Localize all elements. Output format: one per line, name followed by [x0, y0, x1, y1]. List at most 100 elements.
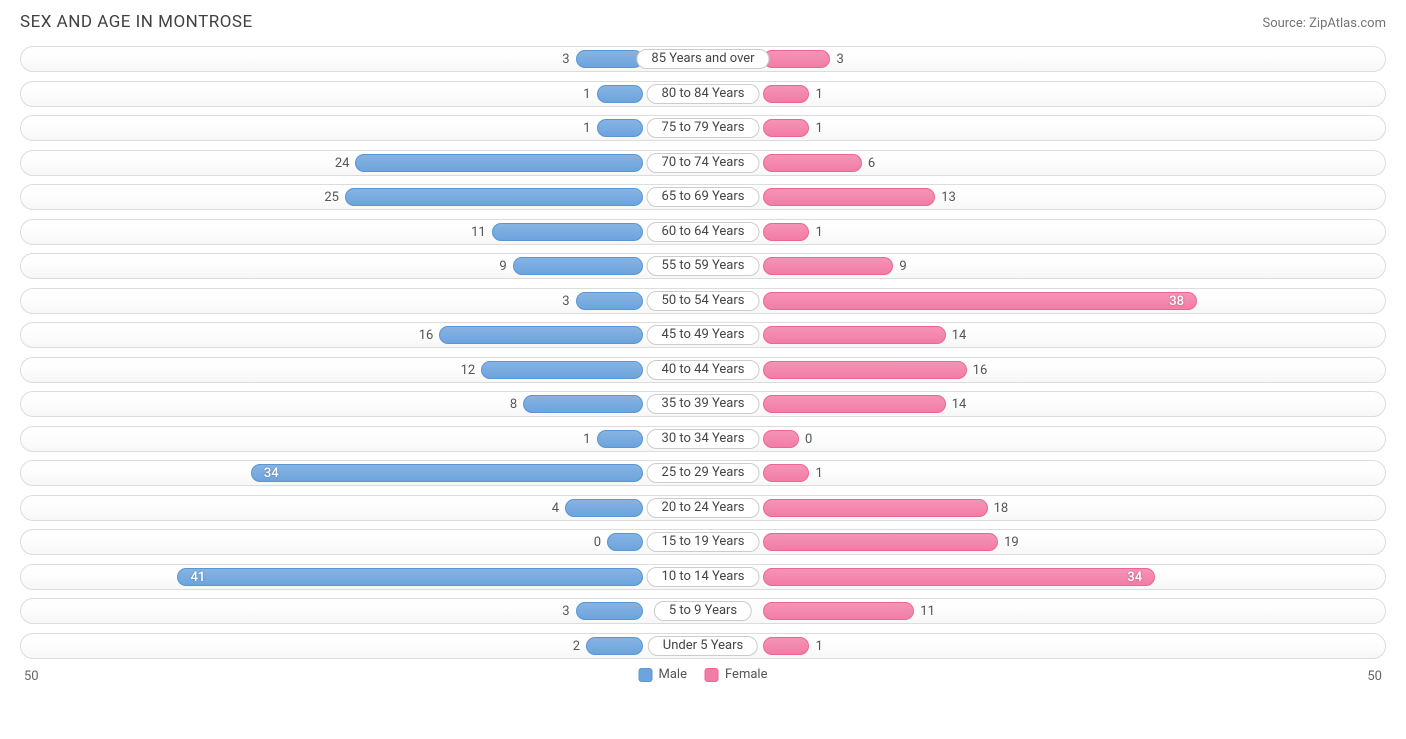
female-bar — [763, 568, 1155, 586]
female-bar — [763, 326, 946, 344]
male-value: 0 — [594, 530, 601, 556]
age-group-label: 35 to 39 Years — [647, 394, 760, 414]
chart-row: 1 1 80 to 84 Years — [20, 81, 1386, 107]
male-bar — [177, 568, 643, 586]
chart-row: 41 34 10 to 14 Years — [20, 564, 1386, 590]
female-bar — [763, 637, 809, 655]
male-bar — [597, 430, 643, 448]
legend-male: Male — [639, 667, 687, 682]
chart-source: Source: ZipAtlas.com — [1262, 16, 1386, 31]
age-group-label: 70 to 74 Years — [647, 153, 760, 173]
legend-female: Female — [705, 667, 767, 682]
chart-row: 9 9 55 to 59 Years — [20, 253, 1386, 279]
female-bar — [763, 361, 967, 379]
age-group-label: 20 to 24 Years — [647, 498, 760, 518]
male-bar — [597, 85, 643, 103]
female-swatch-icon — [705, 668, 719, 682]
male-bar — [597, 119, 643, 137]
legend-male-label: Male — [659, 667, 687, 682]
age-group-label: 60 to 64 Years — [647, 222, 760, 242]
female-bar — [763, 50, 830, 68]
female-value: 38 — [1169, 289, 1184, 315]
legend-female-label: Female — [725, 667, 767, 682]
male-bar — [586, 637, 643, 655]
female-value: 1 — [815, 461, 822, 487]
chart-row: 8 14 35 to 39 Years — [20, 391, 1386, 417]
female-bar — [763, 257, 893, 275]
chart-row: 4 18 20 to 24 Years — [20, 495, 1386, 521]
male-bar — [513, 257, 643, 275]
chart-row: 1175 to 79 Years — [20, 115, 1386, 141]
male-swatch-icon — [639, 668, 653, 682]
male-bar — [576, 50, 643, 68]
chart-row: 24670 to 74 Years — [20, 150, 1386, 176]
male-bar — [345, 188, 643, 206]
male-value: 3 — [562, 599, 569, 625]
age-group-label: 65 to 69 Years — [647, 187, 760, 207]
age-group-label: 85 Years and over — [636, 49, 769, 69]
chart-row: 3115 to 9 Years — [20, 598, 1386, 624]
age-group-label: Under 5 Years — [648, 636, 758, 656]
male-value: 1 — [583, 427, 590, 453]
chart-header: SEX AND AGE IN MONTROSE Source: ZipAtlas… — [20, 12, 1386, 32]
male-bar — [576, 292, 643, 310]
female-value: 3 — [836, 47, 843, 73]
male-value: 34 — [264, 461, 279, 487]
female-value: 1 — [815, 634, 822, 660]
male-bar — [576, 602, 643, 620]
chart-row: 251365 to 69 Years — [20, 184, 1386, 210]
female-value: 14 — [952, 323, 967, 349]
female-bar — [763, 602, 914, 620]
chart-row: 3 3 85 Years and over — [20, 46, 1386, 72]
chart-row: 1 0 30 to 34 Years — [20, 426, 1386, 452]
male-bar — [492, 223, 643, 241]
male-value: 12 — [461, 358, 476, 384]
male-value: 41 — [191, 565, 206, 591]
male-bar — [523, 395, 643, 413]
chart-row: 34 1 25 to 29 Years — [20, 460, 1386, 486]
female-value: 18 — [994, 496, 1009, 522]
male-bar — [607, 533, 643, 551]
male-value: 2 — [573, 634, 580, 660]
male-value: 16 — [419, 323, 434, 349]
male-value: 3 — [562, 289, 569, 315]
axis-max-left: 50 — [24, 669, 39, 684]
male-value: 25 — [324, 185, 339, 211]
age-group-label: 80 to 84 Years — [647, 84, 760, 104]
chart-row: 01915 to 19 Years — [20, 529, 1386, 555]
female-bar — [763, 464, 809, 482]
female-bar — [763, 85, 809, 103]
female-bar — [763, 292, 1197, 310]
female-bar — [763, 119, 809, 137]
female-bar — [763, 223, 809, 241]
male-bar — [565, 499, 643, 517]
female-value: 11 — [920, 599, 935, 625]
age-group-label: 55 to 59 Years — [647, 256, 760, 276]
age-group-label: 30 to 34 Years — [647, 429, 760, 449]
age-group-label: 10 to 14 Years — [647, 567, 760, 587]
chart-row: 121640 to 44 Years — [20, 357, 1386, 383]
male-value: 3 — [562, 47, 569, 73]
age-group-label: 25 to 29 Years — [647, 463, 760, 483]
female-value: 34 — [1127, 565, 1142, 591]
female-value: 6 — [868, 151, 875, 177]
male-value: 4 — [552, 496, 559, 522]
female-value: 1 — [815, 220, 822, 246]
female-value: 9 — [899, 254, 906, 280]
female-bar — [763, 188, 935, 206]
female-value: 1 — [815, 82, 822, 108]
male-value: 1 — [583, 82, 590, 108]
age-group-label: 75 to 79 Years — [647, 118, 760, 138]
axis-max-right: 50 — [1367, 669, 1382, 684]
female-value: 0 — [805, 427, 812, 453]
male-bar — [251, 464, 643, 482]
age-group-label: 15 to 19 Years — [647, 532, 760, 552]
male-value: 8 — [510, 392, 517, 418]
population-pyramid-chart: 3385 Years and over1180 to 84 Years1175 … — [20, 46, 1386, 659]
male-value: 9 — [499, 254, 506, 280]
male-bar — [481, 361, 643, 379]
male-bar — [439, 326, 643, 344]
female-bar — [763, 430, 799, 448]
female-value: 14 — [952, 392, 967, 418]
female-bar — [763, 395, 946, 413]
